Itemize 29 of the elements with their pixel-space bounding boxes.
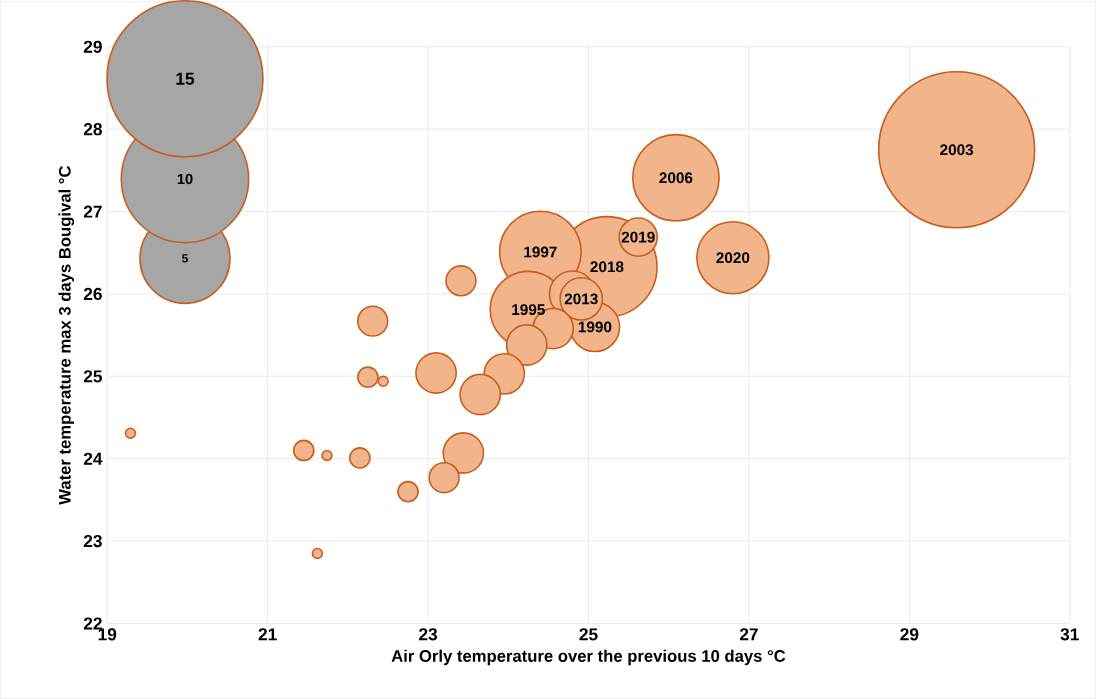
legend-label: 10 — [177, 173, 193, 185]
annotation: 2019 — [621, 231, 655, 243]
x-tick-label: 21 — [258, 628, 277, 641]
annotation: 2003 — [940, 144, 974, 156]
y-tick-label: 28 — [83, 123, 102, 136]
y-tick-label: 24 — [83, 452, 103, 465]
y-tick-label: 22 — [83, 617, 102, 630]
x-tick-label: 19 — [98, 628, 117, 641]
y-tick-label: 23 — [83, 535, 102, 548]
x-tick-label: 31 — [1060, 628, 1079, 641]
annotation: 1995 — [512, 304, 545, 316]
x-tick-label: 23 — [419, 628, 438, 641]
y-tick-label: 25 — [83, 370, 103, 383]
y-tick-label: 29 — [83, 40, 102, 54]
x-tick-label: 27 — [739, 628, 758, 641]
annotation: 1990 — [578, 321, 612, 333]
legend-label: 5 — [182, 254, 188, 263]
x-tick-label: 25 — [579, 628, 598, 641]
annotation: 2006 — [659, 172, 693, 184]
annotation: 2020 — [716, 252, 750, 264]
annotation: 2018 — [590, 261, 624, 273]
annotation: 1997 — [524, 246, 557, 258]
y-tick-label: 26 — [83, 287, 102, 301]
y-tick-label: 27 — [83, 205, 102, 218]
legend-label: 15 — [176, 72, 195, 85]
x-axis-title: Air Orly temperature over the previous 10 days °C — [391, 649, 786, 666]
x-tick-label: 29 — [900, 628, 919, 641]
y-axis-title: Water temperature max 3 days Bougival °C — [58, 166, 75, 505]
annotation: 2013 — [564, 293, 598, 305]
